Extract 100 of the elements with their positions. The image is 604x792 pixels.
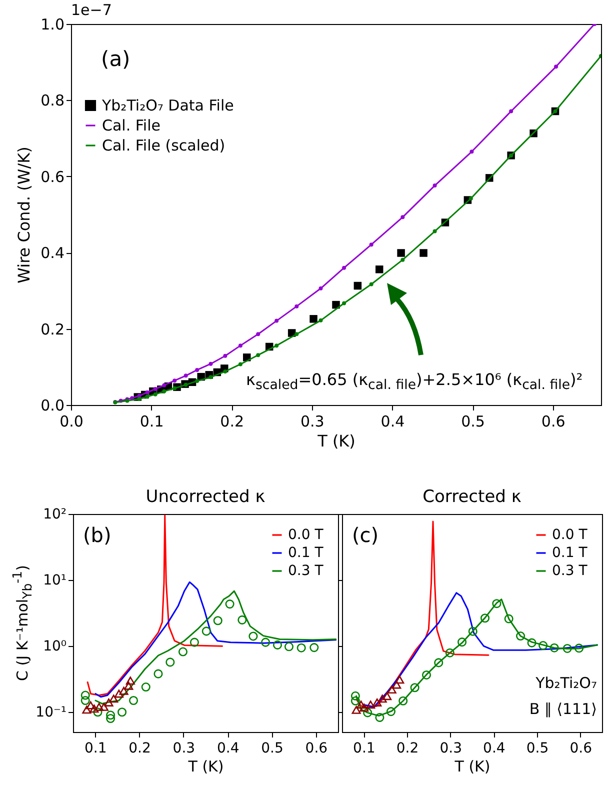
- point: [458, 638, 467, 647]
- point: [410, 683, 420, 692]
- point: [128, 696, 138, 706]
- point: [202, 626, 211, 636]
- x-axis-title: T (K): [454, 758, 490, 776]
- point: [375, 712, 384, 722]
- point: [284, 642, 294, 652]
- point: [166, 658, 175, 667]
- point: [369, 282, 374, 286]
- point: [118, 708, 127, 717]
- point: [256, 353, 260, 358]
- point: [126, 676, 135, 685]
- point: [82, 706, 92, 714]
- y-tick-label: 0.2: [40, 320, 64, 338]
- point: [432, 184, 437, 188]
- x-tick-label: 0.1: [84, 740, 107, 756]
- point: [360, 704, 369, 712]
- point: [480, 614, 490, 623]
- point: [272, 640, 282, 650]
- point: [238, 362, 242, 366]
- x-axis-title: T (K): [187, 758, 224, 776]
- point: [538, 640, 548, 650]
- y-tick-label: 10⁰: [43, 638, 67, 655]
- x-tick-label: 0.2: [396, 740, 419, 756]
- point: [274, 318, 279, 323]
- x-tick-label: 0.5: [461, 412, 485, 430]
- point: [119, 686, 128, 695]
- point: [294, 304, 299, 308]
- point: [90, 704, 99, 713]
- x-tick-label: 0.6: [305, 740, 328, 756]
- annotation: κ$_{scaled}$=0.65 (κ$_{cal. file}$)+2.5×10⁶ (κ$_{cal. file}$)²: [246, 370, 583, 394]
- point: [109, 694, 118, 703]
- point: [124, 682, 134, 690]
- point: [86, 701, 96, 710]
- y-tick-label: 0.6: [40, 168, 64, 186]
- x-tick-label: 0.1: [140, 412, 164, 430]
- legend-label: 0.3 T: [552, 563, 588, 579]
- point: [400, 215, 405, 220]
- x-tick-label: 0.3: [440, 740, 462, 756]
- point: [256, 332, 260, 336]
- point: [195, 379, 200, 383]
- point: [80, 696, 90, 706]
- point: [106, 714, 116, 724]
- point: [238, 344, 242, 348]
- legend-label: 0.1 T: [552, 545, 588, 561]
- x-tick-label: 0.5: [261, 740, 284, 756]
- point: [178, 647, 188, 656]
- point: [318, 286, 323, 290]
- line-series: [86, 514, 224, 696]
- point: [94, 702, 104, 711]
- legend-label: 0.1 T: [288, 545, 324, 561]
- y-tick-label: 0.8: [40, 92, 64, 110]
- x-tick-label: 0.6: [570, 740, 592, 756]
- point: [223, 369, 228, 374]
- x-tick-label: 0.1: [353, 740, 376, 756]
- point: [574, 644, 584, 653]
- point: [387, 686, 396, 694]
- point: [350, 696, 360, 706]
- point: [162, 383, 166, 388]
- point: [378, 694, 387, 703]
- point: [106, 710, 116, 720]
- point: [366, 700, 376, 709]
- point: [342, 266, 346, 270]
- x-tick-label: 0.3: [172, 740, 196, 756]
- point: [248, 632, 258, 641]
- point: [145, 390, 150, 394]
- y-tick-label: 10⁻¹: [36, 704, 66, 721]
- point: [372, 698, 382, 706]
- x-axis-title: T (K): [316, 432, 356, 450]
- legend-label: 0.0 T: [552, 527, 588, 543]
- point: [225, 600, 234, 609]
- point: [354, 282, 362, 290]
- point: [562, 644, 572, 653]
- annotation: (c): [352, 523, 379, 547]
- annotation: (b): [83, 523, 112, 547]
- annotation: B ∥ ⟨111⟩: [529, 700, 597, 718]
- legend-label: Cal. File: [102, 116, 160, 134]
- point: [527, 638, 536, 648]
- x-tick-label: 0.3: [300, 412, 324, 430]
- point: [184, 374, 188, 378]
- point: [223, 354, 228, 358]
- point: [238, 615, 247, 624]
- point: [392, 680, 402, 689]
- point: [114, 690, 124, 698]
- point: [162, 389, 166, 394]
- point: [432, 229, 437, 234]
- point: [397, 249, 405, 257]
- point: [554, 64, 558, 69]
- point: [356, 700, 366, 709]
- y-tick-label: 10²: [43, 506, 66, 522]
- point: [274, 344, 279, 348]
- chart-title: Uncorrected κ: [146, 487, 266, 507]
- point: [310, 315, 318, 323]
- point: [310, 643, 319, 652]
- chart-title: Corrected κ: [422, 487, 522, 507]
- y-tick-label: 10¹: [43, 572, 66, 589]
- point: [261, 638, 270, 647]
- x-tick-label: 0.4: [216, 740, 240, 756]
- x-tick-label: 0.5: [526, 740, 549, 756]
- point: [154, 669, 163, 678]
